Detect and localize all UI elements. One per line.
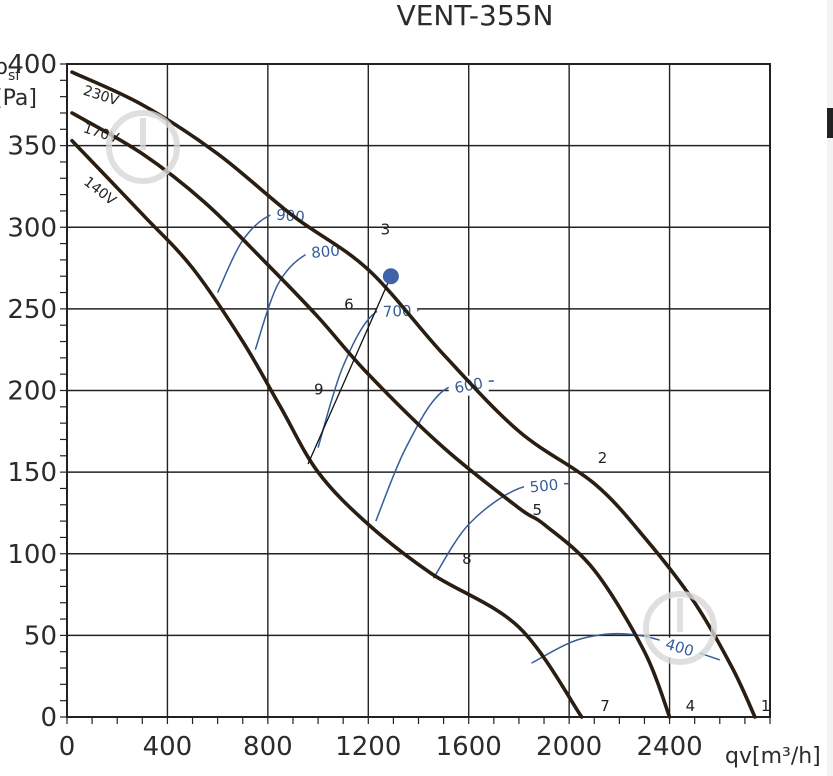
operating-line <box>307 275 392 465</box>
point-label-6: 6 <box>344 295 354 313</box>
chart-title: VENT-355N <box>397 0 554 32</box>
point-label-5: 5 <box>532 501 542 519</box>
point-label-2: 2 <box>598 449 608 467</box>
series-label: 140V <box>80 174 119 209</box>
rpm-label: 800 <box>311 241 341 262</box>
rpm-label: 500 <box>529 476 559 497</box>
axis-minor-ticks <box>60 63 771 724</box>
y-tick-label: 0 <box>40 703 57 733</box>
svg-text:p: p <box>0 55 8 80</box>
y-tick-label: 150 <box>7 458 57 488</box>
curve-230V <box>70 70 757 719</box>
point-labels: 1 2 3 4 5 6 7 8 9 <box>314 220 770 715</box>
x-axis-label: qv[m³/h] <box>725 744 821 769</box>
x-tick-label: 1200 <box>335 732 401 762</box>
rpm-label-bg <box>524 476 565 497</box>
rpm-label-bg <box>659 637 700 658</box>
tick-labels: 0 400 800 1200 1600 2000 240005010015020025030… <box>7 50 702 762</box>
point-label-1: 1 <box>761 697 771 715</box>
x-tick-label: 400 <box>143 732 193 762</box>
right-edge-strip <box>827 0 833 776</box>
svg-text:sf: sf <box>8 68 21 84</box>
x-tick-label: 0 <box>59 732 76 762</box>
svg-text:[Pa]: [Pa] <box>0 86 37 111</box>
point-label-3: 3 <box>381 220 391 238</box>
point-label-7: 7 <box>600 697 610 715</box>
edge-mark <box>827 108 833 138</box>
x-tick-label: 1600 <box>436 732 502 762</box>
y-tick-label: 400 <box>7 50 57 80</box>
y-tick-label: 100 <box>7 540 57 570</box>
y-tick-label: 200 <box>7 377 57 407</box>
y-tick-label: 350 <box>7 132 57 162</box>
point-label-8: 8 <box>462 550 472 568</box>
point-label-4: 4 <box>686 697 696 715</box>
curve-170V <box>70 111 672 719</box>
y-tick-label: 300 <box>7 213 57 243</box>
rpm-label-bg <box>377 301 418 322</box>
x-tick-label: 2000 <box>536 732 602 762</box>
series-label: 230V <box>81 83 121 110</box>
rpm-curve-500 <box>432 482 570 579</box>
y-axis-label: p sf [Pa] <box>0 55 37 111</box>
y-tick-label: 250 <box>7 295 57 325</box>
y-tick-label: 50 <box>24 621 57 651</box>
x-tick-label: 2400 <box>636 732 702 762</box>
watermark-icon <box>106 110 717 665</box>
x-tick-label: 800 <box>243 732 293 762</box>
operating-point <box>382 268 399 285</box>
curve-140V <box>70 138 584 719</box>
point-label-9: 9 <box>314 380 324 398</box>
